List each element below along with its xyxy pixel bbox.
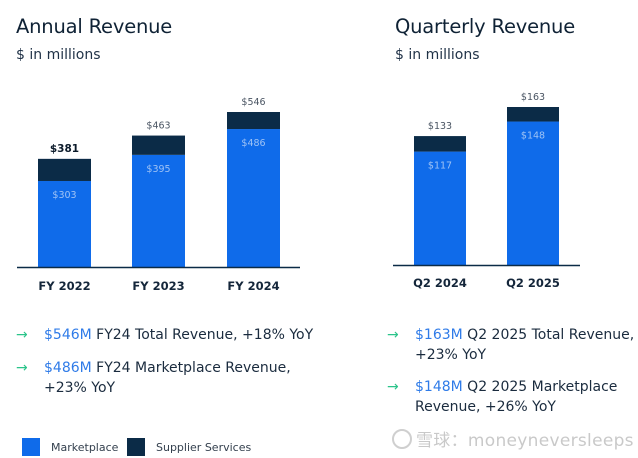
bullet-highlight: $546M — [44, 327, 92, 343]
quarterly-x-tick-label: Q2 2024 — [413, 276, 467, 290]
annual-x-tick-label: FY 2023 — [132, 279, 184, 293]
arrow-right-icon: → — [387, 379, 399, 395]
legend-supplier-services: Supplier Services — [127, 438, 251, 456]
legend-swatch-supplier-services — [127, 438, 145, 456]
arrow-right-icon: → — [387, 327, 399, 343]
quarterly-bar-marketplace — [507, 121, 559, 265]
watermark: 雪球：moneyneversleeps — [392, 426, 634, 451]
bullet-text: FY24 Total Revenue, +18% YoY — [91, 327, 314, 343]
bullet-text: Q2 2025 Marketplace — [462, 379, 618, 395]
annual-total-label: $463 — [146, 121, 170, 132]
quarterly-title: Quarterly Revenue — [395, 15, 576, 38]
quarterly-marketplace-label: $117 — [428, 161, 452, 172]
annual-bar-supplier-services — [132, 135, 185, 155]
annual-total-label: $546 — [241, 97, 265, 108]
annual-bar-supplier-services — [227, 112, 280, 130]
annual-bullet-marketplace: → $486M FY24 Marketplace Revenue, +23% Yo… — [16, 358, 346, 400]
annual-bar-marketplace — [227, 129, 280, 267]
quarterly-total-label: $133 — [428, 121, 452, 132]
annual-bullet-total: → $546M FY24 Total Revenue, +18% YoY — [16, 325, 346, 347]
bullet-highlight: $163M — [415, 327, 463, 343]
annual-bar-marketplace — [38, 180, 91, 267]
legend-label: Supplier Services — [156, 440, 252, 454]
annual-marketplace-label: $303 — [52, 190, 76, 201]
annual-marketplace-label: $395 — [146, 164, 170, 175]
bullet-highlight: $148M — [415, 379, 463, 395]
annual-title: Annual Revenue — [16, 15, 173, 38]
annual-x-tick-label: FY 2022 — [38, 279, 90, 293]
quarterly-bullet-total: → $163M Q2 2025 Total Revenue, +23% YoY — [387, 325, 637, 367]
arrow-right-icon: → — [16, 327, 28, 343]
snowball-logo-icon — [392, 429, 412, 449]
annual-x-tick-label: FY 2024 — [227, 279, 279, 293]
bullet-text-line2: +23% YoY — [415, 347, 487, 363]
arrow-right-icon: → — [16, 360, 28, 376]
annual-subtitle: $ in millions — [16, 47, 101, 63]
quarterly-bar-marketplace — [414, 151, 466, 265]
annual-bar-supplier-services — [38, 158, 91, 181]
quarterly-total-label: $163 — [521, 92, 545, 103]
quarterly-marketplace-label: $148 — [521, 131, 545, 142]
legend-marketplace: Marketplace — [22, 438, 118, 456]
bullet-text-line2: Revenue, +26% YoY — [415, 399, 556, 415]
annual-marketplace-label: $486 — [241, 138, 265, 149]
quarterly-bullet-marketplace: → $148M Q2 2025 Marketplace Revenue, +26%… — [387, 377, 637, 419]
bullet-text-line2: +23% YoY — [44, 380, 116, 396]
legend-swatch-marketplace — [22, 438, 40, 456]
quarterly-x-tick-label: Q2 2025 — [506, 276, 560, 290]
annual-bar-marketplace — [132, 154, 185, 267]
legend-label: Marketplace — [51, 440, 119, 454]
watermark-text: 雪球：moneyneversleeps — [416, 431, 634, 451]
quarterly-bar-supplier-services — [507, 107, 559, 122]
bullet-text: FY24 Marketplace Revenue, — [91, 360, 291, 376]
bullet-highlight: $486M — [44, 360, 92, 376]
bullet-text: Q2 2025 Total Revenue, — [462, 327, 635, 343]
annual-total-label: $381 — [50, 143, 79, 155]
quarterly-bar-supplier-services — [414, 136, 466, 152]
quarterly-subtitle: $ in millions — [395, 47, 480, 63]
